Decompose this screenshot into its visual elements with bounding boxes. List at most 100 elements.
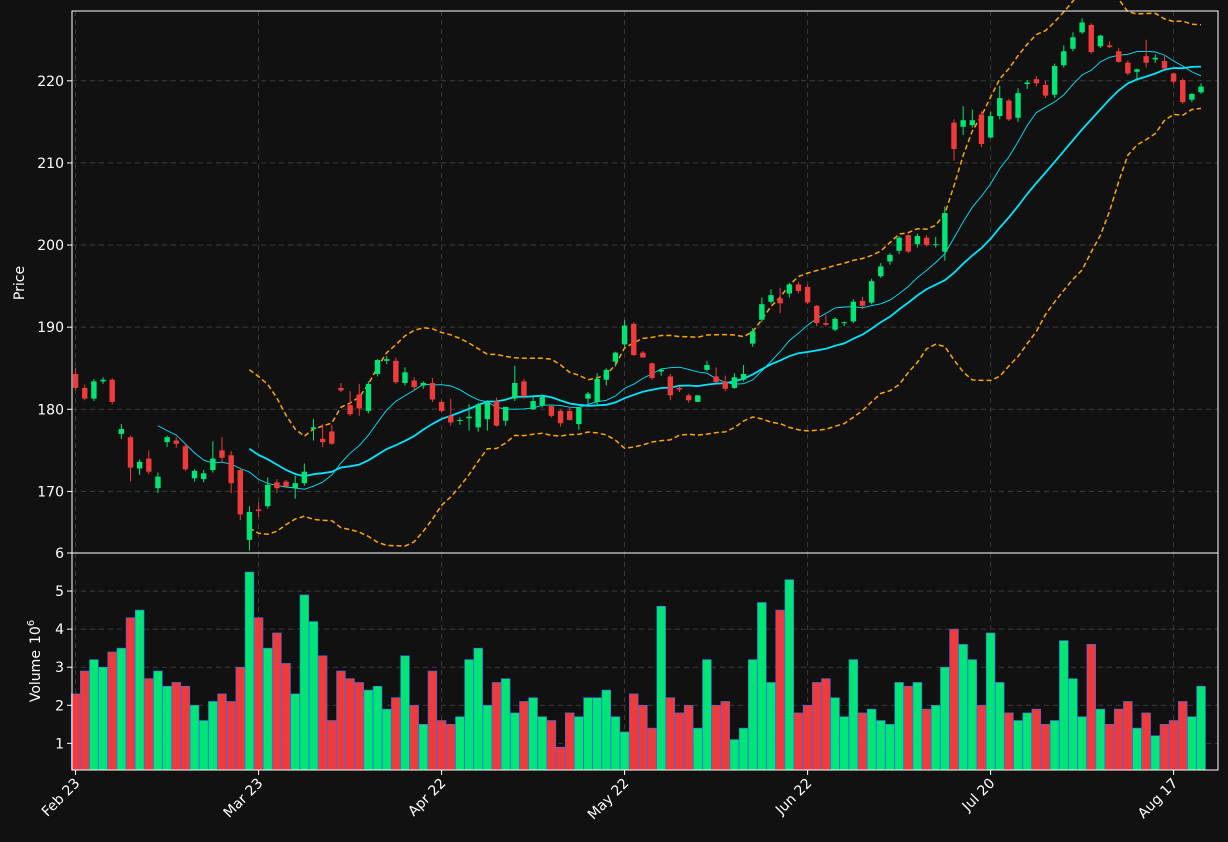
volume-bar (125, 617, 136, 771)
candle-body (365, 383, 372, 411)
candle-body (997, 98, 1003, 117)
candle-body (393, 360, 399, 383)
volume-axis-exponent: 6 (26, 620, 37, 626)
volume-bar (766, 682, 776, 771)
volume-bar (134, 609, 145, 771)
candle-body (649, 363, 655, 379)
moving-average-line (157, 50, 1202, 490)
volume-bar (436, 720, 447, 771)
volume-bar (949, 628, 959, 771)
volume-bar (519, 701, 529, 771)
candle-body (585, 393, 591, 399)
volume-bar (995, 682, 1005, 771)
candle-body (548, 406, 555, 416)
candle-body (567, 410, 573, 420)
candle-body (310, 427, 317, 429)
candle-body (182, 446, 189, 470)
volume-bar (153, 670, 163, 771)
volume-bar (775, 609, 785, 771)
volume-bar (583, 697, 593, 771)
volume-bar (1132, 727, 1142, 771)
candle-body (759, 304, 765, 320)
candle-body (127, 437, 134, 468)
volume-bar (107, 651, 117, 771)
volume-bar (253, 617, 264, 771)
volume-bar (848, 659, 859, 771)
candle-body (246, 511, 253, 540)
candle-body (136, 461, 143, 469)
candle-body (82, 387, 88, 399)
volume-bar (592, 697, 602, 771)
volume-bar (638, 704, 648, 771)
volume-bar (1086, 644, 1096, 771)
candle-body (91, 381, 97, 399)
volume-bar (866, 708, 877, 771)
volume-bar (555, 746, 566, 771)
candle-body (1134, 69, 1140, 72)
volume-bar (70, 693, 81, 771)
candle-body (814, 305, 820, 324)
candle-body (384, 359, 390, 361)
candle-body (887, 254, 893, 262)
volume-bar (281, 663, 291, 771)
volume-bar (1123, 701, 1133, 771)
volume-bar (80, 670, 90, 771)
candle-body (722, 381, 728, 389)
volume-bar (162, 685, 172, 771)
volume-bar (967, 659, 978, 771)
price-tick-label: 190 (37, 320, 64, 336)
volume-bar (89, 659, 99, 771)
candle-body (164, 437, 170, 443)
volume-bar (894, 682, 904, 771)
volume-bar (683, 704, 694, 771)
candle-body (146, 458, 152, 472)
volume-bar (409, 704, 419, 771)
volume-bar (1077, 716, 1087, 771)
volume-bar (1141, 712, 1151, 771)
candle-body (539, 396, 545, 406)
candle-body (1143, 56, 1149, 63)
candle-body (914, 236, 921, 245)
candle-body (905, 235, 911, 252)
candle-body (338, 387, 344, 391)
volume-bar (500, 678, 511, 771)
volume-bar (629, 693, 639, 771)
candle-body (466, 416, 472, 419)
volume-bar (1159, 724, 1170, 771)
candle-body (274, 482, 280, 489)
candle-body (438, 401, 445, 411)
volume-axis-label: Volume 106 (26, 620, 44, 702)
candle-body (823, 323, 829, 325)
candle-body (1061, 51, 1067, 66)
volume-bar (574, 716, 584, 771)
volume-bar (189, 704, 200, 771)
candle-body (923, 237, 930, 246)
candle-body (750, 331, 756, 344)
candle-body (429, 383, 436, 400)
volume-bar (930, 704, 941, 771)
volume-bar (345, 678, 355, 771)
candle-body (576, 407, 582, 425)
candle-body (100, 379, 106, 382)
volume-bar (208, 701, 218, 771)
volume-bar (1040, 724, 1051, 771)
volume-bar (656, 605, 666, 771)
candle-body (960, 120, 966, 127)
candle-body (621, 325, 628, 345)
candle-body (612, 352, 619, 362)
candle-body (859, 300, 866, 306)
candle-body (155, 476, 161, 489)
volume-bar (1104, 724, 1115, 771)
price-tick-label: 180 (37, 402, 64, 418)
candle-body (667, 376, 674, 396)
candle-body (329, 431, 335, 444)
volume-bar (1150, 735, 1161, 771)
volume-bar (491, 682, 502, 771)
candle-body (768, 295, 774, 302)
candle-body (493, 401, 500, 426)
candle-body (942, 213, 948, 252)
candle-body (237, 470, 243, 515)
volume-bar (317, 655, 328, 771)
volume-tick-label: 5 (55, 584, 64, 600)
